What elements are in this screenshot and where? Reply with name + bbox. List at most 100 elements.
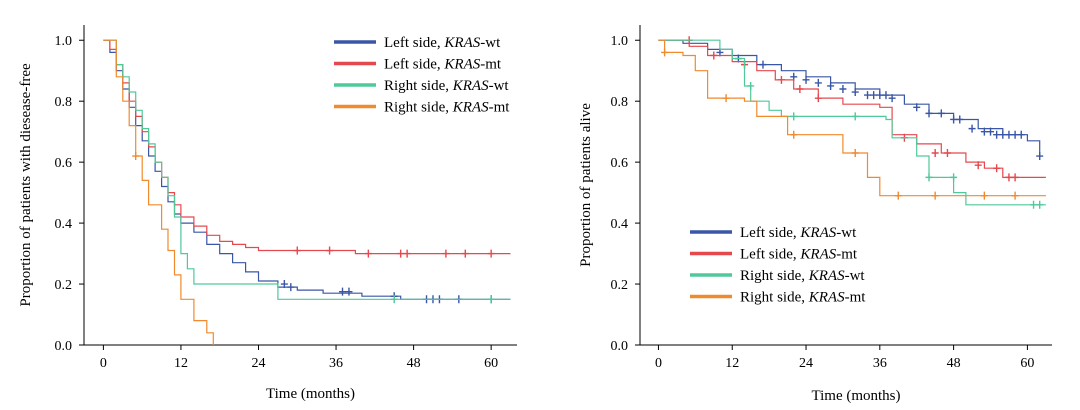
censor-mark: [993, 130, 1001, 139]
series-line-right-wt: [658, 39, 1046, 206]
censor-mark: [1036, 200, 1044, 209]
censor-mark: [364, 249, 372, 258]
censor-mark: [950, 173, 958, 182]
censor-mark: [326, 246, 334, 255]
censor-mark: [661, 48, 669, 57]
censor-mark: [1011, 130, 1019, 139]
x-tick-label: 36: [873, 356, 887, 371]
censor-mark: [487, 249, 495, 258]
censor-mark: [827, 81, 835, 90]
censor-mark: [851, 112, 859, 121]
x-tick-label: 24: [799, 356, 813, 371]
censor-mark: [790, 130, 798, 139]
censor-mark: [777, 75, 785, 84]
censor-mark: [293, 246, 301, 255]
x-axis-label: Time (months): [811, 388, 900, 404]
x-tick-label: 24: [251, 356, 265, 371]
censor-mark: [913, 103, 921, 112]
legend: Left side, KRAS-wt Left side, KRAS-mt Righ…: [690, 225, 866, 306]
censor-mark: [993, 164, 1001, 173]
x-tick-label: 36: [329, 356, 343, 371]
censor-mark: [937, 109, 945, 118]
censor-mark: [1030, 200, 1038, 209]
censor-mark: [1036, 152, 1044, 161]
censor-mark: [839, 85, 847, 93]
censor-mark: [956, 115, 964, 124]
censor-mark: [851, 88, 859, 97]
censor-mark: [968, 124, 976, 133]
censor-mark: [925, 109, 933, 118]
legend: Left side, KRAS-wt Left side, KRAS-mt Righ…: [334, 35, 510, 116]
legend-label: Left side, KRAS-mt: [384, 57, 502, 73]
censor-mark: [796, 85, 804, 93]
censor-mark: [390, 295, 398, 304]
censor-mark: [882, 91, 890, 100]
censor-mark: [442, 249, 450, 258]
censor-mark: [931, 191, 939, 200]
censor-mark: [487, 295, 495, 304]
chart-overall-survival: 0.0 0.2 0.4 0.6 0.8 1.0 0 12 24 36 48 60 Time (month…: [578, 25, 1052, 404]
y-axis-label: Proportion of patients alive: [578, 103, 594, 267]
y-tick-label: 1.0: [55, 34, 73, 49]
censor-mark: [987, 127, 995, 136]
censor-mark: [287, 283, 295, 292]
censor-mark: [280, 280, 288, 289]
legend-label: Left side, KRAS-mt: [740, 247, 858, 263]
legend-label: Left side, KRAS-wt: [740, 225, 857, 241]
censor-mark: [950, 115, 958, 124]
censor-mark: [943, 149, 951, 157]
y-tick-label: 0.6: [55, 156, 73, 171]
censor-mark: [876, 91, 884, 100]
y-tick-label: 0.4: [55, 217, 73, 232]
censor-mark: [864, 91, 872, 100]
legend-label: Right side, KRAS-mt: [384, 100, 510, 116]
censor-mark: [1017, 130, 1025, 139]
censor-mark: [1005, 173, 1013, 182]
censor-mark: [1011, 173, 1019, 182]
series-line-left-mt: [658, 39, 1046, 178]
censor-mark: [132, 152, 140, 161]
x-tick-label: 12: [174, 356, 188, 371]
legend-label: Right side, KRAS-wt: [740, 268, 865, 284]
x-tick-label: 60: [1020, 356, 1034, 371]
y-tick-label: 0.0: [55, 339, 73, 354]
censor-mark: [722, 94, 730, 103]
series-line-right-mt: [658, 39, 1046, 197]
y-axis-label: Proportion of patients with diesease-fre…: [18, 63, 34, 307]
chart-disease-free-survival: 0.0 0.2 0.4 0.6 0.8 1.0 0 12 24 36 48 60 Time (month…: [18, 25, 517, 402]
censor-mark: [894, 191, 902, 200]
censor-mark: [814, 78, 822, 87]
legend-label: Right side, KRAS-mt: [740, 290, 866, 306]
censor-mark: [925, 173, 933, 182]
y-tick-label: 1.0: [611, 34, 629, 49]
censor-mark: [1011, 191, 1019, 200]
legend-label: Right side, KRAS-wt: [384, 78, 509, 94]
censor-mark: [345, 287, 353, 296]
censor-mark: [759, 60, 767, 69]
y-tick-label: 0.4: [611, 217, 629, 232]
series-line-right-wt: [103, 39, 511, 300]
x-tick-label: 60: [484, 356, 498, 371]
x-tick-label: 12: [725, 356, 739, 371]
series-line-right-mt: [103, 39, 214, 345]
censor-mark: [980, 191, 988, 200]
x-axis-label: Time (months): [266, 386, 355, 402]
censor-mark: [870, 91, 878, 100]
censor-mark: [931, 149, 939, 157]
y-tick-label: 0.2: [55, 278, 73, 293]
x-tick-label: 48: [947, 356, 961, 371]
y-tick-label: 0.2: [611, 278, 629, 293]
censor-mark: [461, 249, 469, 258]
censor-mark: [980, 127, 988, 136]
censor-mark: [339, 287, 347, 296]
censor-mark: [747, 81, 755, 90]
x-tick-label: 48: [407, 356, 421, 371]
x-tick-label: 0: [655, 356, 662, 371]
censor-mark: [802, 75, 810, 84]
censor-mark: [851, 149, 859, 157]
censor-mark: [790, 112, 798, 121]
y-tick-label: 0.8: [611, 95, 629, 110]
censor-mark: [974, 161, 982, 170]
censor-mark: [888, 94, 896, 103]
